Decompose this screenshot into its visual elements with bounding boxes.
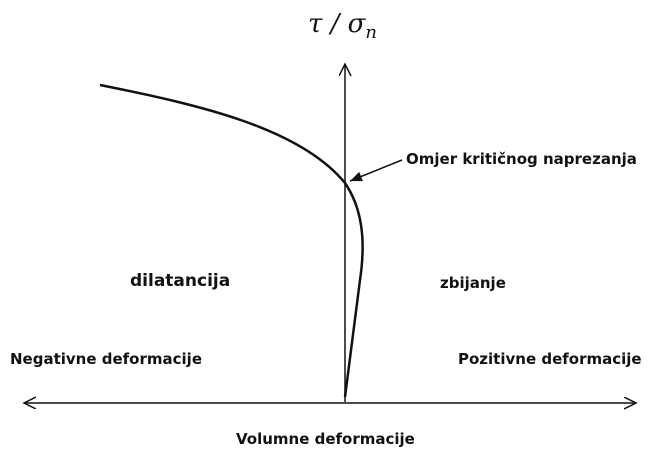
- x-negative-label: Negativne deformacije: [10, 350, 202, 368]
- x-axis-title: Volumne deformacije: [236, 430, 415, 448]
- annotation-arrow: [349, 159, 403, 182]
- annotation: Omjer kritičnog naprezanja: [406, 150, 637, 168]
- y-axis-label: τ / σn: [308, 9, 377, 43]
- curve: [99, 83, 364, 398]
- x-positive-label: Pozitivne deformacije: [458, 350, 642, 368]
- region-left: dilatancija: [130, 271, 230, 291]
- region-right: zbijanje: [440, 274, 506, 292]
